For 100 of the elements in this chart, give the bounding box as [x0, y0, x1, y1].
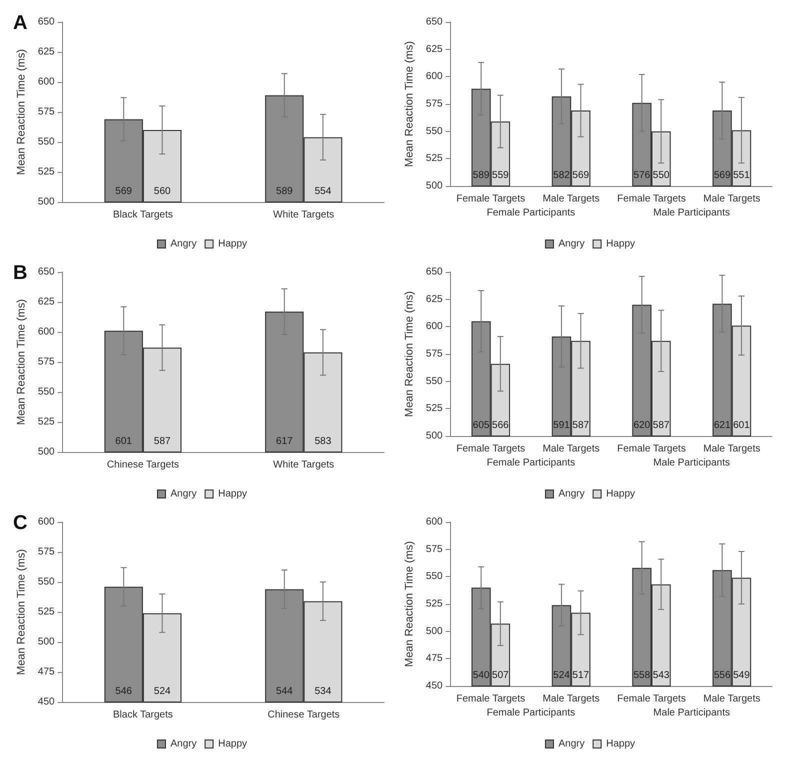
- y-tick-label: 500: [38, 196, 56, 208]
- data-label: 569: [115, 186, 132, 197]
- y-tick-label: 650: [426, 16, 444, 28]
- y-tick-label: 600: [38, 516, 56, 528]
- y-tick-label: 550: [426, 126, 444, 137]
- data-label: 583: [314, 436, 332, 447]
- text: Male Participants: [653, 458, 730, 468]
- legend-label: Happy: [218, 488, 248, 500]
- data-label: 559: [492, 170, 510, 181]
- x-tick-label: Chinese Targets: [268, 710, 340, 720]
- data-label: 566: [492, 420, 510, 431]
- x-tick-label: White Targets: [273, 210, 334, 220]
- y-tick-label: 525: [426, 153, 444, 164]
- text: Male Participants: [653, 708, 730, 718]
- y-tick-label: 600: [426, 516, 444, 528]
- data-label: 587: [572, 420, 590, 431]
- y-tick-label: 525: [38, 606, 56, 618]
- x-tick-label: Female Targets: [617, 444, 686, 454]
- y-tick-label: 525: [426, 598, 444, 610]
- x-tick-label: Female Targets: [456, 694, 526, 704]
- y-tick-label: 575: [426, 348, 444, 360]
- text: Female Participants: [486, 708, 576, 718]
- x-tick-label: Male Targets: [542, 194, 600, 204]
- data-label: 569: [572, 170, 590, 181]
- y-tick-label: 550: [426, 376, 444, 387]
- x-tick-label: Male Targets: [703, 194, 760, 204]
- y-tick-label: 575: [38, 546, 56, 558]
- y-tick-label: 625: [38, 46, 56, 58]
- legend-label: Angry: [558, 488, 585, 500]
- legend-label: Angry: [558, 738, 585, 750]
- y-tick-label: 600: [426, 71, 444, 82]
- x-tick-label: Male Targets: [542, 694, 600, 704]
- y-tick-label: 500: [38, 446, 56, 458]
- x-tick-label: Male Targets: [542, 444, 600, 454]
- y-tick-label: 475: [38, 666, 56, 678]
- y-tick-label: 500: [426, 626, 444, 637]
- data-label: 589: [472, 170, 490, 181]
- data-label: 587: [652, 420, 670, 431]
- x-tick-label: Black Targets: [113, 210, 173, 220]
- y-axis-title: Mean Reaction Time (ms): [16, 299, 28, 425]
- y-tick-label: 575: [426, 98, 444, 110]
- legend-label: Happy: [218, 738, 248, 750]
- data-label: 621: [714, 420, 731, 431]
- y-tick-label: 550: [426, 571, 444, 582]
- y-tick-label: 575: [38, 106, 56, 118]
- data-label: 556: [714, 670, 731, 681]
- y-tick-label: 550: [38, 576, 56, 588]
- legend-label: Angry: [170, 738, 197, 750]
- x-tick-label: Female Targets: [456, 194, 526, 204]
- y-tick-label: 600: [38, 76, 56, 88]
- y-tick-label: 500: [426, 180, 444, 192]
- data-label: 582: [553, 170, 570, 181]
- legend-label: Happy: [606, 738, 636, 750]
- y-tick-label: 650: [426, 266, 444, 278]
- y-tick-label: 600: [38, 326, 56, 338]
- y-tick-label: 450: [426, 680, 444, 692]
- data-label: 601: [733, 420, 750, 431]
- data-label: 507: [492, 670, 510, 681]
- data-label: 605: [472, 420, 490, 431]
- data-label: 534: [314, 686, 332, 697]
- y-axis-title: Mean Reaction Time (ms): [404, 291, 416, 417]
- x-tick-label: Female Targets: [456, 444, 526, 454]
- data-label: 560: [154, 186, 172, 197]
- y-tick-label: 525: [38, 166, 56, 178]
- data-label: 558: [633, 670, 651, 681]
- data-label: 620: [633, 420, 651, 431]
- y-tick-label: 575: [426, 544, 444, 555]
- data-label: 554: [314, 186, 332, 197]
- x-tick-label: Male Targets: [703, 444, 760, 454]
- y-tick-label: 600: [426, 321, 444, 332]
- legend-label: Angry: [558, 238, 585, 250]
- chart-title: B: [13, 262, 28, 284]
- text: Male Participants: [653, 208, 730, 218]
- y-tick-label: 475: [426, 653, 444, 664]
- x-tick-label: Chinese Targets: [106, 460, 179, 470]
- data-label: 587: [154, 436, 172, 447]
- data-label: 517: [572, 670, 590, 681]
- chart-title: A: [13, 12, 28, 34]
- data-label: 549: [733, 670, 750, 681]
- data-label: 524: [154, 686, 172, 697]
- y-tick-label: 550: [38, 386, 56, 398]
- x-tick-label: Black Targets: [113, 710, 173, 720]
- data-label: 524: [553, 670, 570, 681]
- y-tick-label: 625: [426, 294, 444, 305]
- y-tick-label: 500: [426, 430, 444, 442]
- x-tick-label: Female Targets: [617, 194, 686, 204]
- data-label: 550: [652, 170, 670, 181]
- data-label: 569: [714, 170, 731, 181]
- legend-label: Happy: [606, 238, 636, 250]
- text: Female Participants: [486, 208, 576, 218]
- y-tick-label: 625: [38, 296, 56, 308]
- data-label: 543: [652, 670, 670, 681]
- text: Female Participants: [486, 458, 576, 468]
- y-axis-title: Mean Reaction Time (ms): [16, 549, 28, 675]
- data-label: 546: [115, 686, 132, 697]
- chart-title: C: [13, 512, 28, 534]
- x-tick-label: Male Targets: [703, 694, 760, 704]
- data-label: 576: [633, 170, 651, 181]
- data-label: 551: [733, 170, 750, 181]
- y-tick-label: 525: [426, 403, 444, 414]
